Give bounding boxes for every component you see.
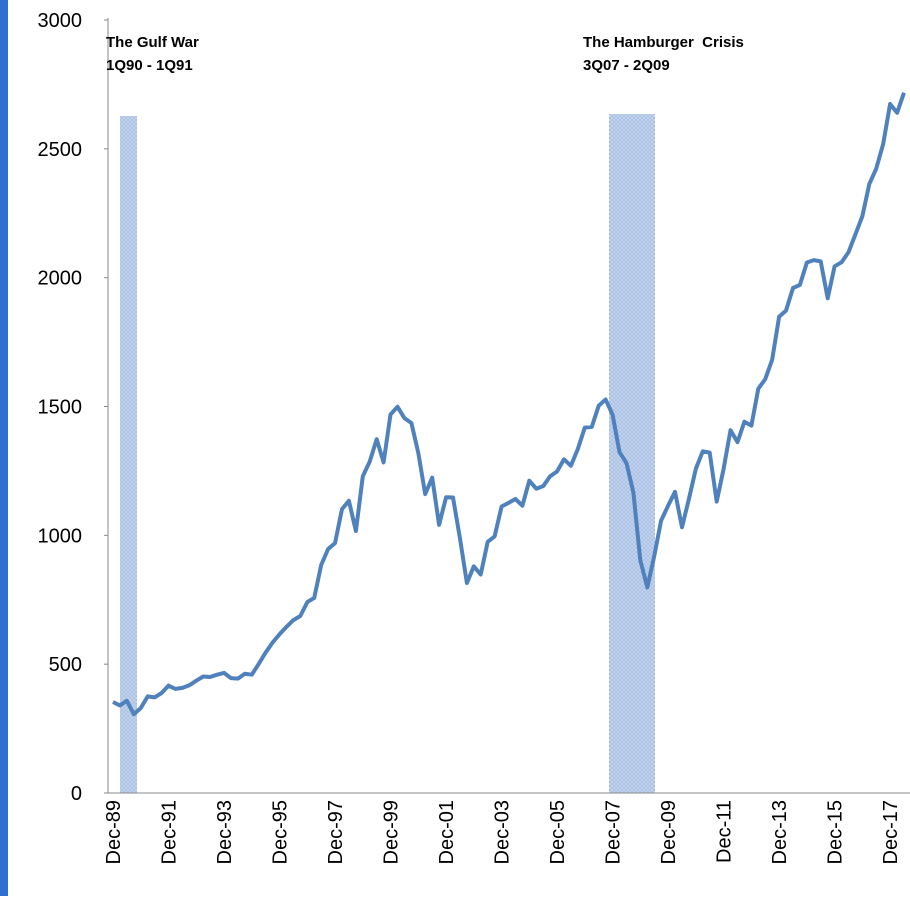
recession-band [609,114,655,793]
annotation-title: The Gulf War [106,34,199,51]
y-tick-label: 2500 [38,139,83,161]
y-tick-label: 1500 [38,397,83,419]
y-tick-label: 500 [49,654,82,676]
line-series [112,92,906,717]
annotation-title: The Hamburger Crisis [583,34,744,51]
y-tick-label: 0 [71,783,82,805]
window-edge [0,0,8,896]
x-tick-label: Dec-07 [603,800,625,864]
x-tick-label: Dec-93 [214,800,236,864]
x-tick-label: Dec-01 [436,800,458,864]
x-tick-label: Dec-17 [880,800,902,864]
x-tick-label: Dec-05 [547,800,569,864]
y-tick-label: 2000 [38,268,83,290]
x-tick-label: Dec-09 [658,800,680,864]
y-tick-label: 1000 [38,525,83,547]
x-tick-label: Dec-11 [714,800,736,863]
x-tick-label: Dec-03 [492,800,514,864]
x-tick-label: Dec-91 [159,800,181,864]
x-tick-label: Dec-15 [825,800,847,864]
x-tick-label: Dec-89 [103,800,125,864]
y-tick-label: 3000 [38,10,83,32]
x-tick-label: Dec-99 [381,800,403,864]
recession-band [120,116,137,793]
annotation-period: 1Q90 - 1Q91 [106,57,193,74]
x-tick-label: Dec-95 [270,800,292,864]
x-tick-label: Dec-97 [325,800,347,864]
annotation-period: 3Q07 - 2Q09 [583,57,670,74]
x-tick-label: Dec-13 [769,800,791,864]
